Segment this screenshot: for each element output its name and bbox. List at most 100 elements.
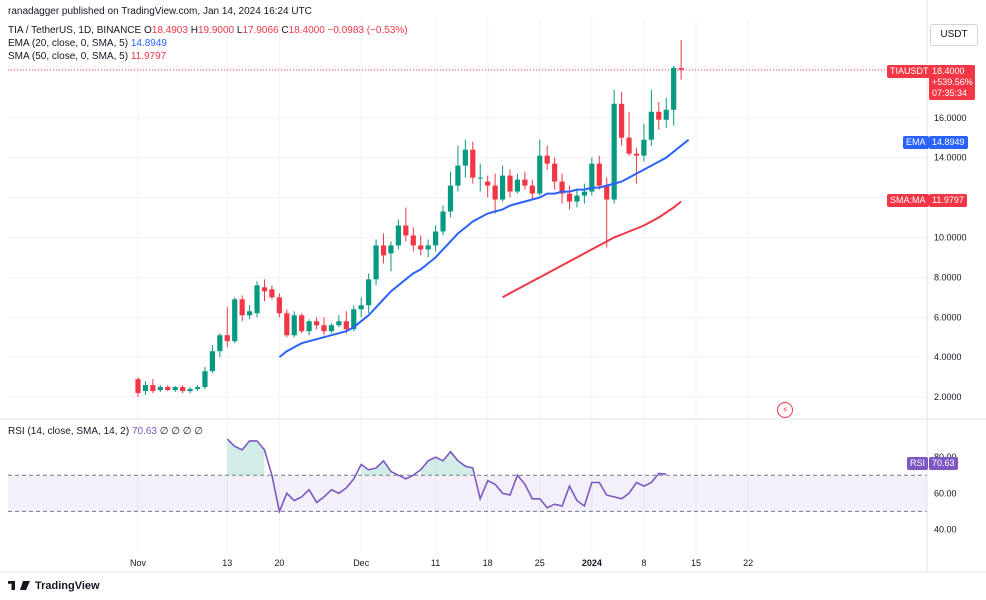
time-tick-label: Nov: [130, 558, 147, 568]
candle-body: [425, 245, 431, 250]
candle-body: [589, 163, 595, 192]
candle-body: [150, 385, 156, 392]
currency-button[interactable]: USDT: [930, 24, 978, 46]
candle-body: [284, 313, 290, 336]
candle-body: [291, 315, 297, 336]
candle-body: [611, 103, 617, 200]
candle-body: [656, 111, 662, 120]
sma-legend-value: 11.9797: [130, 51, 167, 62]
last-price-tag: 18.4000 +539.56% 07:35:34: [929, 65, 975, 100]
symbol-name[interactable]: TIA / TetherUS, 1D, BINANCE: [8, 25, 142, 36]
rsi-legend-label: RSI (14, close, SMA, 14, 2): [8, 426, 130, 437]
rsi-legend[interactable]: RSI (14, close, SMA, 14, 2) 70.63 ∅ ∅ ∅ …: [8, 426, 203, 438]
sma-line: [502, 200, 682, 299]
candle-body: [537, 155, 543, 194]
candle-body: [380, 245, 387, 256]
candle-body: [224, 335, 230, 342]
rsi-axis-value: 70.63: [929, 457, 958, 470]
lightning-icon[interactable]: ⚡: [777, 402, 793, 418]
candle-body: [470, 149, 476, 178]
symbol-ohlc-line: TIA / TetherUS, 1D, BINANCE O18.4903 H19…: [8, 25, 408, 37]
candle-body: [477, 177, 483, 179]
candle-body: [373, 245, 379, 280]
indicator-lines: [278, 138, 690, 358]
time-tick-label: 25: [535, 558, 545, 568]
ema-legend[interactable]: EMA (20, close, 0, SMA, 5) 14.8949: [8, 38, 167, 50]
candle-body: [299, 315, 305, 332]
candle-body: [544, 155, 550, 164]
price-tick-label: 10.0000: [934, 232, 967, 242]
time-tick-label: 18: [483, 558, 493, 568]
candle-body: [447, 185, 454, 212]
candle-body: [358, 305, 364, 310]
candle-body: [462, 149, 468, 166]
price-tick-label: 4.0000: [934, 352, 962, 362]
time-tick-label: 11: [431, 558, 440, 568]
time-tick-label: 22: [743, 558, 753, 568]
candle-body: [678, 68, 684, 70]
rsi-band-fill: [8, 475, 927, 512]
candle-body: [410, 235, 416, 246]
price-tick-label: 2.0000: [934, 392, 962, 402]
low-value: 17.9066: [242, 25, 279, 36]
close-label: C: [281, 25, 289, 36]
candle-body: [209, 351, 215, 372]
last-price: 18.4000: [932, 66, 965, 76]
candle-body: [395, 225, 401, 246]
candle-body: [559, 181, 565, 194]
rsi-tick-label: 40.00: [934, 524, 957, 534]
candle-body: [254, 285, 260, 314]
grid-lines: [8, 18, 927, 553]
candle-body: [522, 179, 528, 186]
candle-body: [194, 387, 201, 390]
candle-body: [328, 325, 335, 332]
ema-legend-value: 14.8949: [130, 38, 167, 49]
rsi-axis-label: RSI: [907, 457, 929, 470]
candle-body: [671, 67, 677, 110]
candle-body: [306, 321, 312, 332]
candle-body: [239, 299, 245, 316]
time-tick-label: 13: [222, 558, 232, 568]
rsi-pane[interactable]: [8, 438, 927, 515]
candle-body: [351, 309, 357, 330]
price-tick-label: 6.0000: [934, 312, 962, 322]
candle-body: [514, 179, 521, 192]
time-tick-label: 8: [641, 558, 646, 568]
candle-body: [440, 211, 446, 232]
sma-axis-value: 11.9797: [929, 194, 967, 207]
candle-body: [202, 371, 208, 388]
time-tick-label: Dec: [353, 558, 370, 568]
candle-body: [232, 299, 238, 342]
rsi-overbought-fill: [227, 439, 265, 476]
price-change-pct: +539.56%: [932, 77, 973, 87]
candlesticks[interactable]: [135, 39, 684, 398]
candle-body: [574, 195, 580, 202]
candle-body: [633, 153, 640, 156]
candle-body: [581, 191, 587, 196]
ema-axis-label: EMA: [903, 136, 929, 149]
candle-body: [157, 387, 163, 391]
candle-body: [507, 175, 513, 192]
tv-logo-slash-icon: [20, 581, 30, 590]
candle-body: [604, 185, 610, 200]
high-label: H: [190, 25, 198, 36]
sma-legend[interactable]: SMA (50, close, 0, SMA, 5) 11.9797: [8, 51, 166, 63]
candle-body: [499, 175, 506, 200]
candle-body: [641, 139, 647, 156]
tradingview-logo[interactable]: TradingView: [8, 580, 100, 592]
candle-body: [180, 387, 186, 392]
candle-body: [455, 165, 461, 186]
time-tick-label: 15: [691, 558, 701, 568]
candle-body: [648, 111, 654, 140]
candle-body: [276, 297, 282, 314]
candle-body: [619, 103, 625, 138]
sma-legend-label: SMA (50, close, 0, SMA, 5): [8, 51, 129, 62]
candle-body: [663, 109, 669, 120]
rsi-tick-label: 60.00: [934, 488, 957, 498]
candle-body: [313, 321, 320, 326]
candle-body: [529, 185, 535, 194]
candle-body: [321, 325, 327, 332]
publisher-line: ranadagger published on TradingView.com,…: [8, 6, 312, 17]
rsi-overbought-fill: [420, 451, 473, 476]
